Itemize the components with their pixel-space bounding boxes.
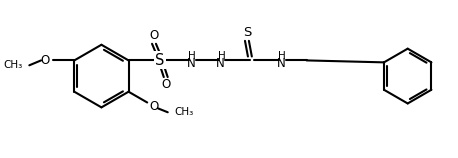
Text: S: S xyxy=(155,53,164,68)
Text: O: O xyxy=(149,29,158,43)
Text: H: H xyxy=(278,51,286,61)
Text: N: N xyxy=(216,57,225,70)
Text: S: S xyxy=(243,26,251,39)
Text: O: O xyxy=(40,54,49,67)
Text: N: N xyxy=(187,57,196,70)
Text: N: N xyxy=(277,57,286,70)
Text: CH₃: CH₃ xyxy=(3,60,22,70)
Text: O: O xyxy=(149,100,158,113)
Text: O: O xyxy=(161,78,170,91)
Text: CH₃: CH₃ xyxy=(174,107,194,117)
Text: H: H xyxy=(188,51,196,61)
Text: H: H xyxy=(218,51,225,61)
